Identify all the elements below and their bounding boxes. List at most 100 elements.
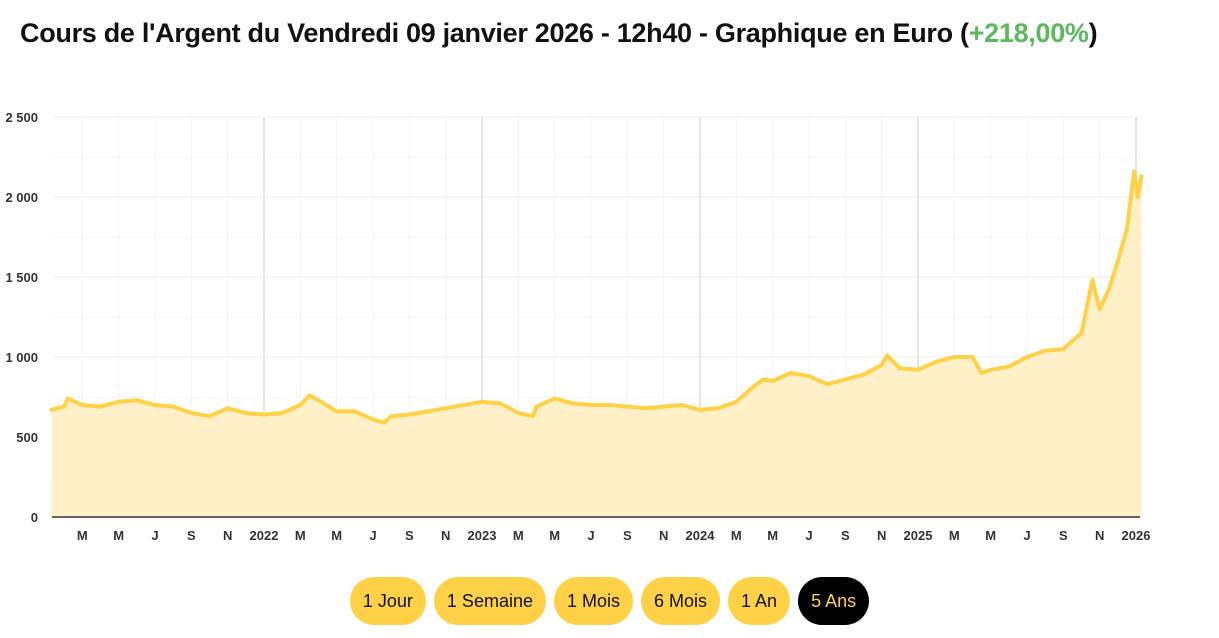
data-point — [407, 412, 412, 417]
data-point — [988, 367, 993, 372]
data-point — [770, 379, 775, 383]
data-point — [861, 372, 866, 377]
x-tick-label: J — [805, 528, 812, 543]
data-point — [189, 411, 194, 415]
range-1-jour-button[interactable]: 1 Jour — [349, 577, 426, 625]
data-point — [498, 401, 503, 406]
data-point — [80, 403, 85, 407]
data-point — [1097, 307, 1102, 311]
x-tick-label: M — [331, 528, 342, 543]
x-tick-label: N — [441, 528, 450, 543]
y-tick-label: 2 500 — [5, 110, 38, 125]
data-point — [589, 403, 593, 407]
data-point — [625, 404, 630, 409]
range-5-ans-button[interactable]: 5 Ans — [798, 577, 870, 625]
x-tick-label: S — [187, 528, 196, 543]
data-point — [643, 406, 648, 411]
data-point — [381, 420, 386, 425]
data-point — [1061, 347, 1066, 351]
data-point — [761, 377, 766, 382]
data-point — [389, 414, 394, 419]
data-point — [425, 409, 430, 414]
data-point — [825, 382, 830, 387]
range-6-mois-button[interactable]: 6 Mois — [641, 577, 721, 625]
y-tick-label: 1 500 — [5, 270, 38, 285]
x-tick-label: M — [513, 528, 524, 543]
data-point — [1135, 195, 1140, 199]
data-point — [843, 377, 848, 382]
data-point — [661, 404, 666, 409]
x-tick-label: M — [295, 528, 306, 543]
x-tick-label: S — [841, 528, 850, 543]
data-point — [1090, 278, 1095, 283]
data-point — [307, 393, 312, 398]
data-point — [1006, 364, 1011, 369]
data-point — [243, 411, 248, 415]
data-point — [879, 363, 884, 367]
data-point — [807, 374, 811, 379]
x-tick-label: J — [151, 528, 158, 543]
data-point — [1139, 174, 1144, 179]
data-point — [1124, 227, 1129, 231]
x-tick-label: S — [1059, 528, 1068, 543]
range-1-an-button[interactable]: 1 An — [728, 577, 791, 625]
x-tick-label: M — [731, 528, 742, 543]
data-point — [153, 403, 157, 407]
data-point — [679, 403, 684, 407]
x-tick-label: M — [949, 528, 960, 543]
data-point — [461, 403, 466, 407]
x-tick-label: J — [587, 528, 594, 543]
data-point — [1079, 331, 1084, 335]
x-tick-label: M — [113, 528, 124, 543]
data-point — [62, 404, 67, 409]
x-tick-label: 2025 — [904, 528, 933, 543]
data-point — [371, 417, 375, 422]
data-point — [1043, 348, 1048, 353]
data-point — [298, 403, 303, 407]
data-point — [897, 366, 902, 371]
range-selector: 1 Jour 1 Semaine 1 Mois 6 Mois 1 An 5 An… — [0, 577, 1219, 625]
data-point — [116, 399, 121, 404]
data-point — [752, 383, 757, 388]
y-tick-label: 0 — [31, 510, 38, 525]
area-fill — [51, 171, 1142, 517]
price-chart: M M J S N 2022 M M J S N 2023 M M J S N 2024 M M J S N 2025 M M J S… — [5, 110, 1151, 543]
x-tick-label: M — [767, 528, 778, 543]
data-point — [1106, 287, 1111, 292]
data-point — [207, 414, 212, 419]
range-1-semaine-button[interactable]: 1 Semaine — [433, 577, 546, 625]
range-1-mois-button[interactable]: 1 Mois — [553, 577, 633, 625]
data-point — [788, 371, 793, 375]
data-point — [934, 359, 939, 364]
data-point — [1132, 169, 1137, 174]
data-point — [970, 355, 975, 359]
data-point — [534, 404, 539, 409]
data-point — [65, 396, 70, 401]
x-tick-label: N — [659, 528, 668, 543]
change-percent: +218,00% — [968, 18, 1089, 48]
data-point — [480, 399, 484, 404]
data-point — [280, 411, 285, 415]
x-tick-label: 2023 — [468, 528, 497, 543]
x-tick-label: M — [549, 528, 560, 543]
data-point — [734, 399, 739, 404]
x-tick-label: N — [223, 528, 232, 543]
data-point — [979, 371, 984, 375]
x-tick-label: S — [405, 528, 414, 543]
data-point — [885, 353, 890, 358]
data-point — [1025, 355, 1029, 359]
data-point — [98, 404, 103, 409]
x-tick-label: N — [1095, 528, 1104, 543]
x-tick-label: M — [985, 528, 996, 543]
x-tick-label: 2022 — [250, 528, 279, 543]
x-tick-label: 2026 — [1122, 528, 1151, 543]
data-point — [530, 414, 535, 419]
data-point — [698, 407, 702, 412]
x-tick-label: J — [1023, 528, 1030, 543]
x-tick-label: J — [369, 528, 376, 543]
data-point — [716, 406, 721, 411]
y-tick-label: 500 — [16, 430, 38, 445]
x-tick-label: N — [877, 528, 886, 543]
y-tick-label: 2 000 — [5, 190, 38, 205]
data-point — [225, 406, 230, 411]
